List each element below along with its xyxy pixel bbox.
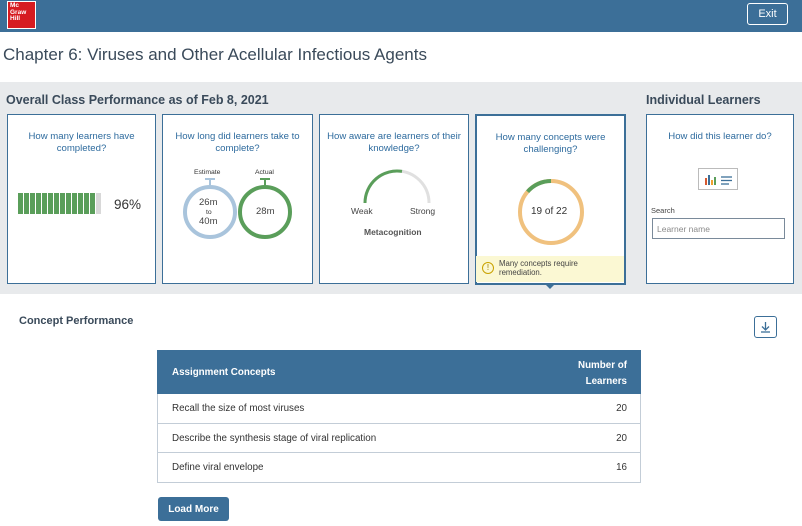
view-toggle[interactable] [698,168,738,190]
completion-bar-segment [72,193,77,214]
learner-search-input[interactable] [652,218,785,239]
metacognition-gauge [363,169,431,204]
completion-bar-segment [48,193,53,214]
weak-label: Weak [351,206,373,216]
page-title: Chapter 6: Viruses and Other Acellular I… [3,45,427,64]
concept-column-header[interactable]: Assignment Concepts [172,367,276,378]
count-cell: 20 [616,403,627,414]
concept-cell: Recall the size of most viruses [172,403,305,414]
list-icon [721,176,732,185]
completion-bar-segment [36,193,41,214]
completion-bar-segment [24,193,29,214]
strong-label: Strong [410,206,436,216]
individual-learners-heading: Individual Learners [646,93,761,107]
completion-bar-segment [60,193,65,214]
concepts-count: 19 of 22 [531,206,568,217]
metacognition-caption: Metacognition [364,227,422,237]
estimate-to: to [206,209,212,216]
download-button[interactable] [754,316,777,338]
actual-label: Actual [255,169,274,176]
completion-bar-segment [84,193,89,214]
bar-chart-icon [705,175,716,185]
completion-bar-segment [18,193,23,214]
estimate-min: 26m [199,197,218,208]
actual-stopwatch-icon [238,178,292,239]
completion-bar-segment [42,193,47,214]
concept-cell: Describe the synthesis stage of viral re… [172,432,377,444]
time-question: How long did learners take to complete? [175,131,300,154]
estimate-label: Estimate [194,169,221,176]
logo-line-1: Mc [10,2,20,9]
stopwatch-icons [183,178,292,239]
search-label: Search [651,206,675,215]
table-header: Assignment Concepts Number of Learners [157,350,641,394]
awareness-question: How aware are learners of their knowledg… [327,131,461,154]
learners-header-line-2: Learners [585,376,627,387]
warning-text: Many concepts require remediation. [499,259,578,277]
exit-button[interactable]: Exit [747,3,788,25]
completion-bar-segment [78,193,83,214]
time-card[interactable]: How long did learners take to complete? … [162,114,313,284]
completion-bar-segment [90,193,95,214]
count-cell: 20 [616,432,627,444]
completion-bar-segment [66,193,71,214]
estimate-stopwatch-icon [183,178,237,239]
estimate-max: 40m [199,216,218,227]
mcgraw-hill-logo: Mc Graw Hill [7,1,36,29]
selected-card-caret [545,284,555,289]
chart-list-toggle [705,175,732,185]
completion-card[interactable]: How many learners have completed? 96% [7,114,156,284]
table-row[interactable]: Define viral envelope 16 [157,453,641,483]
actual-time: 28m [256,206,275,217]
learners-column-header[interactable]: Number of Learners [557,358,627,390]
completion-bar-segment [30,193,35,214]
count-cell: 16 [616,462,627,473]
table-row[interactable]: Recall the size of most viruses 20 [157,394,641,424]
concepts-ring [518,179,584,245]
completion-question: How many learners have completed? [28,131,135,154]
learners-header-line-1: Number of [578,360,627,371]
class-performance-heading: Overall Class Performance as of Feb 8, 2… [6,93,269,107]
load-more-button[interactable]: Load More [158,497,229,521]
download-icon [761,322,770,333]
awareness-card[interactable]: How aware are learners of their knowledg… [319,114,469,284]
logo-line-2: Graw [10,8,27,16]
top-bar: Mc Graw Hill Exit [0,0,802,32]
table-row[interactable]: Describe the synthesis stage of viral re… [157,423,641,453]
completion-bar-segment [96,193,101,214]
concept-performance-title: Concept Performance [19,315,134,327]
remediation-warning [476,256,624,282]
learner-question: How did this learner do? [668,131,772,142]
individual-learner-card: How did this learner do? [646,114,794,284]
completion-bar-segment [54,193,59,214]
concept-table: Assignment Concepts Number of Learners R… [157,350,641,483]
logo-line-3: Hill [10,15,21,22]
concepts-question: How many concepts were challenging? [495,132,606,155]
warning-icon: ! [482,262,494,274]
concept-cell: Define viral envelope [172,462,264,473]
completion-percent: 96% [114,197,142,212]
